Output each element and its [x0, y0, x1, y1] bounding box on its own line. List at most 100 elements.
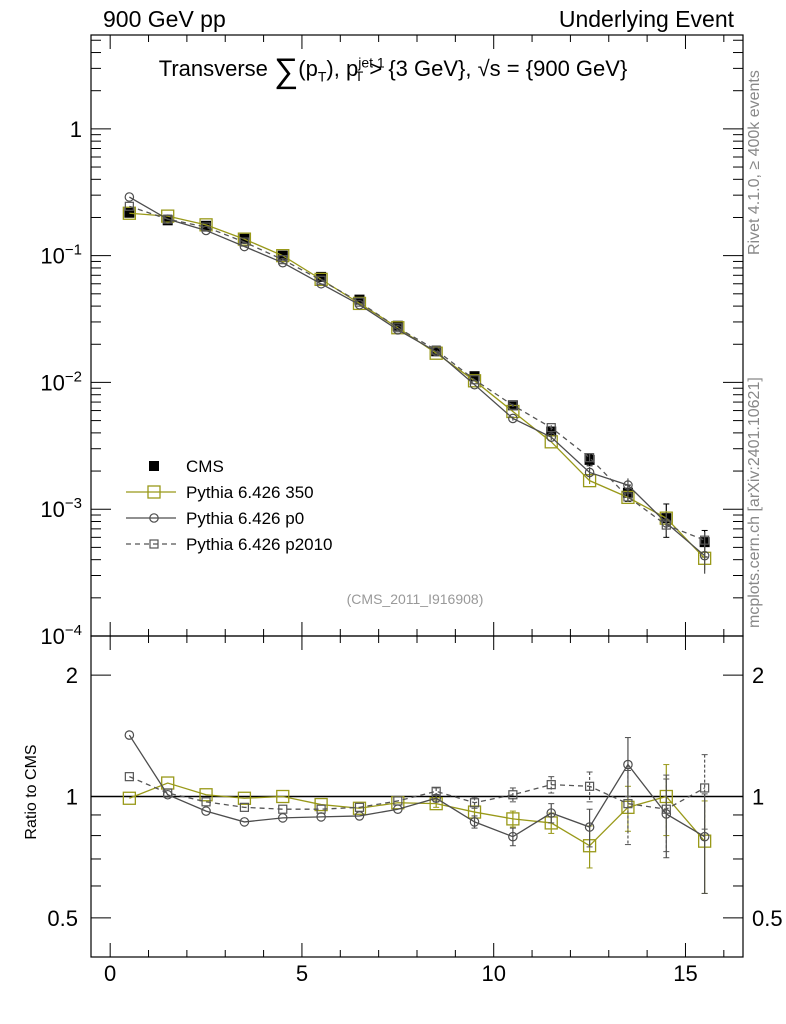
title-paren-open: (p — [298, 56, 318, 81]
header-analysis-label: Underlying Event — [558, 6, 734, 32]
legend-marker-3 — [149, 539, 159, 549]
ratio-series-2-point — [239, 802, 250, 812]
y-tick-label: 1 — [70, 117, 82, 142]
series-1-point — [467, 374, 482, 388]
series-3-point — [508, 400, 518, 410]
title-sub-t2: T — [354, 68, 364, 85]
series-3-point — [124, 201, 134, 211]
y-tick-label: 10−2 — [40, 368, 82, 395]
ratio-series-1-point — [584, 822, 595, 832]
ratio-series-2-line — [129, 776, 705, 810]
ratio-series-0-point — [506, 812, 520, 826]
ratio-series-0-point — [199, 788, 213, 802]
title-sub-t1: T — [317, 68, 327, 85]
ratio-series-2-point — [623, 799, 633, 809]
title-sigma: ∑ — [274, 52, 299, 90]
ratio-y-tick-label: 1 — [66, 785, 78, 810]
header-process-label: 900 GeV pp — [103, 6, 226, 32]
series-0-point — [316, 271, 327, 282]
ratio-series-2-point — [469, 798, 480, 808]
ratio-series-0-point — [314, 797, 328, 812]
ratio-series-2-point — [201, 797, 211, 807]
title-suffix: > {3 GeV}, √s = {900 GeV} — [363, 56, 628, 81]
series-3-point — [546, 423, 556, 433]
series-2-point — [124, 192, 135, 202]
ratio-y-tick-label: 0.5 — [47, 906, 78, 931]
ratio-series-1-point — [124, 730, 135, 740]
ratio-series-1-point — [699, 831, 710, 842]
ratio-series-1-line — [128, 734, 705, 838]
ratio-series-1-point — [508, 831, 518, 842]
series-3-point — [584, 453, 595, 463]
series-2-line — [129, 196, 706, 557]
series-1-point — [122, 206, 137, 220]
series-0-point — [124, 207, 135, 218]
ratio-y-tick-label-right: 0.5 — [752, 906, 783, 931]
ratio-series-2-point — [546, 780, 556, 790]
series-0-point — [162, 215, 173, 226]
series-3-point — [163, 214, 173, 224]
legend-label-1: Pythia 6.426 350 — [186, 483, 314, 502]
title-paren-close: ), p — [326, 56, 359, 81]
series-3-point — [623, 492, 633, 502]
series-2-point — [623, 480, 633, 490]
ratio-y-tick-label-right: 2 — [752, 663, 764, 688]
legend-label-3: Pythia 6.426 p2010 — [186, 535, 333, 554]
series-1-point — [276, 248, 290, 263]
x-tick-label: 15 — [673, 961, 697, 986]
series-2-point — [699, 550, 710, 561]
ratio-series-2-point — [124, 772, 134, 782]
ratio-series-2-point — [163, 788, 173, 798]
ratio-series-2-point — [508, 790, 518, 800]
ratio-series-2-point — [278, 804, 288, 814]
x-tick-label: 0 — [104, 961, 116, 986]
legend-label-2: Pythia 6.426 p0 — [186, 509, 304, 528]
series-2-point — [546, 432, 557, 442]
ratio-series-0-point — [276, 789, 290, 804]
series-0-point — [354, 294, 365, 305]
ratio-y-axis-label: Ratio to CMS — [23, 744, 40, 839]
series-3-point — [661, 520, 671, 530]
title-sup-jet: jet 1 — [358, 54, 385, 71]
legend-label-0: CMS — [186, 457, 224, 476]
plot-title: Transverse ∑(pT), pjet 1T > {3 GeV}, √s … — [0, 52, 786, 91]
series-2-point — [508, 413, 518, 424]
x-tick-label: 5 — [296, 961, 308, 986]
ratio-y-tick-label-right: 1 — [752, 785, 764, 810]
analysis-id-label: (CMS_2011_I916908) — [347, 591, 484, 607]
ratio-series-2-point — [661, 804, 671, 814]
series-3-point — [201, 222, 211, 232]
ratio-series-2-point — [431, 786, 441, 796]
ratio-series-2-point — [584, 781, 595, 791]
y-tick-label: 10−3 — [40, 495, 82, 522]
title-prefix: Transverse — [158, 56, 268, 81]
series-3-point — [239, 237, 250, 247]
series-3-point — [393, 323, 403, 333]
y-tick-label: 10−4 — [40, 622, 82, 649]
legend-marker-1 — [147, 485, 161, 499]
series-2-point — [584, 467, 595, 478]
ratio-series-1-point — [469, 817, 480, 827]
series-1-point — [237, 232, 252, 246]
ratio-series-1-point — [623, 759, 633, 770]
y-tick-label: 10−1 — [40, 242, 82, 269]
ratio-series-1-point — [239, 817, 250, 827]
series-3-point — [278, 255, 288, 265]
ratio-series-1-point — [546, 808, 557, 818]
ratio-series-2-point — [316, 804, 326, 814]
series-3-line — [129, 205, 705, 541]
legend-marker-0 — [149, 461, 159, 471]
ratio-series-2-point — [393, 796, 403, 806]
series-3-point — [431, 345, 441, 355]
legend-marker-2 — [149, 513, 159, 523]
ratio-series-2-point — [700, 783, 710, 793]
ratio-series-1-point — [201, 806, 211, 816]
series-3-point — [354, 297, 365, 307]
series-1-point — [314, 272, 328, 287]
ratio-y-tick-label: 2 — [66, 663, 78, 688]
series-3-point — [316, 275, 326, 285]
series-1-line — [129, 212, 706, 559]
ratio-series-2-point — [354, 802, 365, 812]
ratio-series-0-point — [122, 791, 137, 805]
